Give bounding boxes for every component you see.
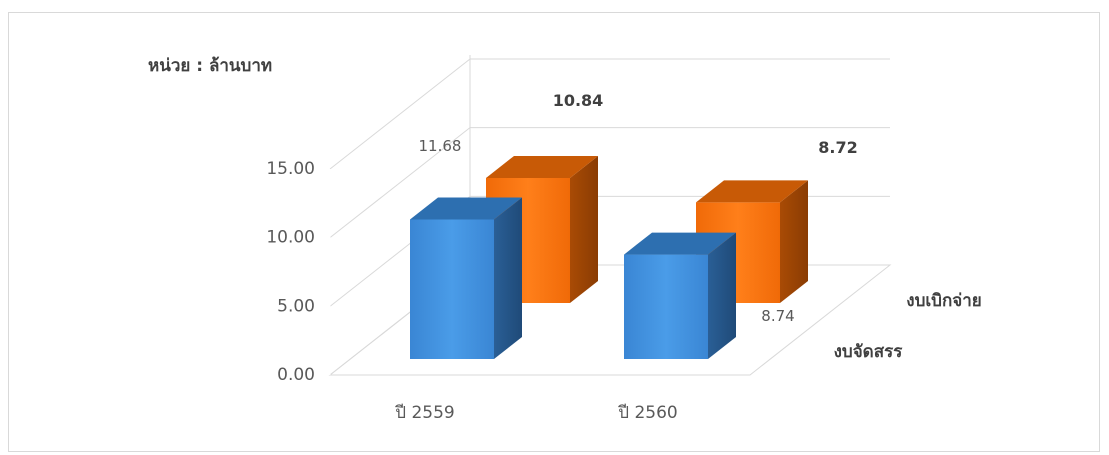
series-label: งบเบิกจ่าย (906, 291, 981, 311)
bar-top (486, 155, 598, 178)
data-label: 11.68 (419, 137, 462, 155)
bar-side (780, 180, 808, 303)
data-label: 8.72 (818, 138, 857, 157)
data-label: 8.74 (761, 307, 794, 325)
bars (410, 155, 808, 359)
unit-label: หน่วย : ล้านบาท (148, 56, 273, 76)
bar-side (708, 232, 736, 359)
y-tick-label: 5.00 (277, 296, 315, 316)
y-tick-label: 10.00 (266, 228, 315, 248)
bar-side (494, 197, 522, 359)
bar-งบจัดสรร-0 (410, 197, 522, 359)
data-label: 10.84 (553, 91, 604, 110)
bar-งบจัดสรร-1 (624, 232, 736, 359)
gridline-side (329, 58, 471, 170)
y-tick-label: 0.00 (277, 365, 315, 385)
bar-front (410, 219, 494, 359)
y-tick-label: 15.00 (266, 159, 315, 179)
category-label: ปี 2559 (394, 403, 454, 423)
y-axis-labels: 0.00 5.00 10.00 15.00 (266, 159, 315, 385)
bar-top (696, 180, 808, 203)
bar-top (624, 232, 736, 255)
bar-side (570, 155, 598, 303)
bar-front (624, 254, 708, 359)
gridline-side (329, 127, 471, 239)
labels: 11.68 8.74 10.84 8.72 ปี 2559 ปี 2560 งบเบิกจ่… (394, 91, 981, 423)
category-label: ปี 2560 (617, 403, 677, 423)
bar-top (410, 197, 522, 220)
series-label: งบจัดสรร (834, 342, 904, 362)
